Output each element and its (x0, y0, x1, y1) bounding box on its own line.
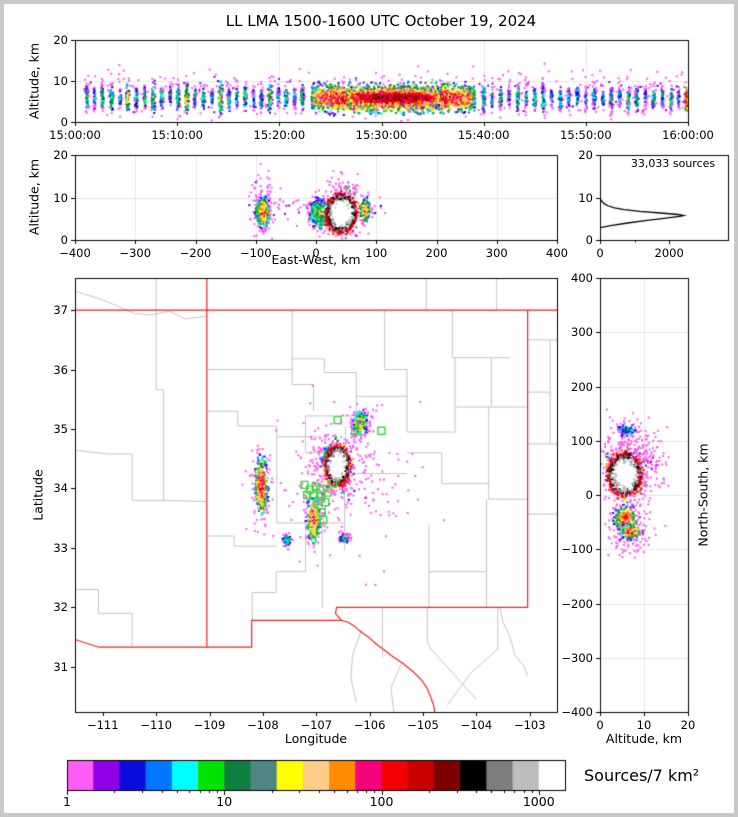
tick-label: 15:10:00 (151, 128, 203, 142)
tick-label: 10 (636, 718, 652, 732)
tick-label: 20 (578, 148, 593, 162)
ns-panel-y-axis-label: North-South, km (695, 443, 711, 547)
tick-label: 0 (596, 246, 604, 260)
tick-label: −107 (300, 718, 333, 732)
tick-label: −200 (561, 596, 593, 611)
source-count-annotation: 33,033 sources (630, 157, 716, 170)
tick-label: 0 (60, 115, 68, 129)
tick-label: 10 (53, 74, 68, 88)
tick-label: −108 (247, 718, 279, 732)
tick-label: 36 (53, 362, 68, 377)
tick-label: −100 (239, 246, 272, 260)
tick-label: −200 (179, 246, 212, 260)
tick-label: 400 (571, 271, 593, 285)
tick-label: 37 (53, 303, 68, 318)
tick-label: 10 (53, 190, 68, 205)
map-x-axis-label: Longitude (284, 731, 348, 746)
tick-label: 0 (596, 718, 604, 732)
tick-label: 1 (63, 794, 71, 809)
tick-label: 35 (53, 422, 68, 436)
tick-label: 400 (546, 246, 568, 260)
ew-panel-x-axis-label: East-West, km (271, 252, 361, 267)
tick-label: 32 (53, 600, 68, 615)
tick-label: 200 (571, 379, 593, 394)
tick-label: −110 (140, 718, 172, 732)
tick-label: 15:50:00 (560, 128, 612, 142)
tick-label: 100 (571, 433, 593, 448)
tick-label: 0 (312, 246, 320, 260)
ew-panel-y-axis-label: Altitude, km (26, 158, 42, 236)
tick-label: 20 (53, 148, 68, 162)
tick-label: 20 (680, 718, 696, 732)
tick-label: 15:30:00 (355, 128, 408, 142)
time-panel-y-axis-label: Altitude, km (26, 42, 42, 120)
tick-label: 100 (365, 246, 388, 260)
tick-label: 33 (53, 540, 68, 555)
tick-label: −100 (561, 542, 593, 557)
tick-label: −400 (59, 246, 91, 260)
tick-label: 0 (585, 233, 593, 247)
tick-label: 200 (425, 246, 448, 260)
tick-label: −104 (460, 718, 493, 732)
tick-label: 10 (578, 190, 593, 205)
tick-label: 15:40:00 (457, 128, 510, 142)
tick-label: −400 (561, 705, 593, 719)
tick-label: 34 (53, 481, 68, 496)
tick-label: 15:20:00 (253, 128, 306, 142)
tick-label: 300 (571, 325, 593, 340)
tick-label: 0 (60, 233, 68, 247)
map-y-axis-label: Latitude (30, 469, 46, 521)
tick-label: 1000 (522, 794, 555, 809)
figure-title: LL LMA 1500-1600 UTC October 19, 2024 (225, 12, 537, 30)
tick-label: 10 (216, 794, 233, 809)
tick-label: −105 (407, 718, 439, 732)
tick-label: 0 (585, 488, 593, 502)
tick-label: 20 (53, 33, 68, 47)
tick-label: 31 (53, 659, 68, 674)
tick-label: −300 (561, 650, 593, 665)
tick-label: −300 (119, 246, 152, 260)
tick-label: 300 (485, 246, 508, 260)
tick-label: −111 (86, 718, 119, 732)
colorbar-label: Sources/7 km² (584, 766, 700, 785)
tick-label: 16:00:00 (662, 128, 714, 142)
tick-label: 100 (369, 794, 394, 809)
ns-panel-x-axis-label: Altitude, km (605, 731, 683, 746)
tick-label: 2000 (654, 246, 684, 260)
tick-label: −103 (513, 718, 546, 732)
tick-label: −106 (353, 718, 386, 732)
tick-label: −109 (193, 718, 226, 732)
tick-label: 15:00:00 (49, 128, 101, 142)
